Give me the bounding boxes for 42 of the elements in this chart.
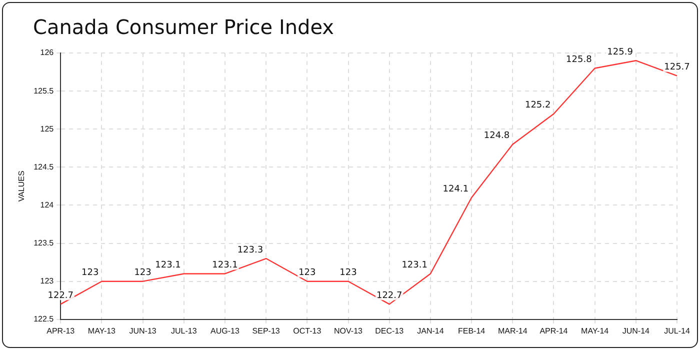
x-tick-label: APR-13 (46, 326, 76, 336)
x-tick-label: JUL-13 (170, 326, 198, 336)
data-label: 125.7 (664, 62, 690, 73)
data-label: 123 (340, 268, 357, 278)
data-label: 123.1 (212, 260, 238, 271)
x-tick-label: APR-14 (540, 326, 568, 336)
y-tick-label: 125.5 (34, 86, 54, 96)
y-tick-label: 124.5 (34, 162, 54, 172)
x-tick-label: JUL-14 (664, 326, 690, 336)
y-axis-title: VALUES (17, 170, 26, 202)
x-tick-label: MAR-14 (498, 326, 528, 336)
x-tick-label: AUG-13 (210, 326, 240, 336)
data-label: 124.1 (442, 184, 469, 194)
data-label: 122.7 (48, 291, 74, 302)
x-tick-label: OCT-13 (293, 326, 322, 336)
data-label: 123 (134, 268, 152, 278)
chart-title: Canada Consumer Price Index (33, 15, 334, 39)
x-tick-label: JAN-14 (417, 326, 444, 336)
data-label: 122.7 (376, 291, 402, 302)
x-tick-label: DEC-13 (375, 326, 404, 336)
x-tick-label: FEB-14 (458, 326, 486, 336)
x-tick-label: NOV-13 (334, 326, 364, 336)
data-label: 125.9 (607, 47, 634, 58)
x-tick-label: JUN-13 (129, 326, 157, 336)
data-label: 123 (298, 268, 316, 278)
data-label: 124.8 (484, 131, 510, 142)
data-label: 125.8 (566, 55, 592, 66)
y-tick-label: 122.5 (34, 314, 54, 324)
data-label: 123.1 (155, 260, 181, 271)
y-tick-label: 123.5 (34, 238, 54, 248)
y-tick-label: 125 (40, 124, 54, 134)
x-tick-label: MAY-14 (581, 326, 610, 336)
data-label: 123.1 (402, 260, 428, 271)
data-label: 125.2 (524, 100, 551, 111)
x-tick-label: SEP-13 (252, 326, 280, 336)
data-label: 123 (82, 268, 99, 278)
y-tick-label: 126 (40, 48, 54, 58)
x-tick-label: MAY-13 (88, 326, 116, 336)
y-tick-label: 124 (40, 200, 54, 210)
y-tick-label: 123 (40, 276, 54, 286)
x-tick-label: JUN-14 (622, 326, 650, 336)
data-label: 123.3 (237, 245, 264, 256)
